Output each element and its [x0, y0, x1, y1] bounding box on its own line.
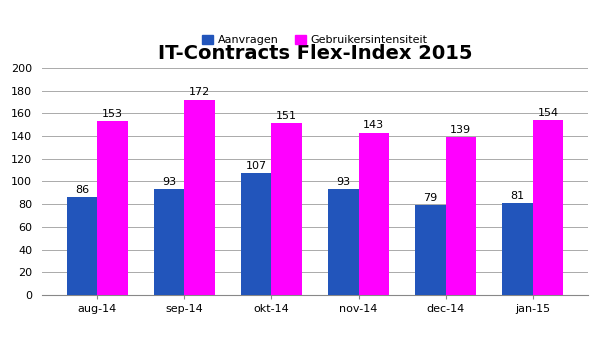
Text: 172: 172: [189, 87, 210, 97]
Bar: [446, 137, 476, 295]
Bar: [328, 189, 359, 295]
Bar: [271, 123, 302, 295]
Text: 93: 93: [162, 177, 176, 187]
Bar: [241, 174, 271, 295]
Text: 79: 79: [423, 193, 437, 203]
Text: 154: 154: [538, 108, 559, 118]
Bar: [67, 197, 97, 295]
Text: 107: 107: [245, 161, 267, 171]
Bar: [502, 203, 533, 295]
Legend: Aanvragen, Gebruikersintensiteit: Aanvragen, Gebruikersintensiteit: [200, 33, 430, 47]
Title: IT-Contracts Flex-Index 2015: IT-Contracts Flex-Index 2015: [158, 44, 472, 63]
Bar: [184, 100, 215, 295]
Text: 81: 81: [511, 191, 524, 201]
Bar: [533, 120, 563, 295]
Text: 143: 143: [363, 120, 385, 130]
Bar: [97, 121, 128, 295]
Text: 139: 139: [450, 125, 472, 135]
Text: 86: 86: [75, 185, 89, 195]
Bar: [415, 205, 446, 295]
Bar: [154, 189, 184, 295]
Text: 151: 151: [276, 111, 297, 121]
Text: 153: 153: [102, 109, 123, 119]
Text: 93: 93: [336, 177, 350, 187]
Bar: [359, 133, 389, 295]
